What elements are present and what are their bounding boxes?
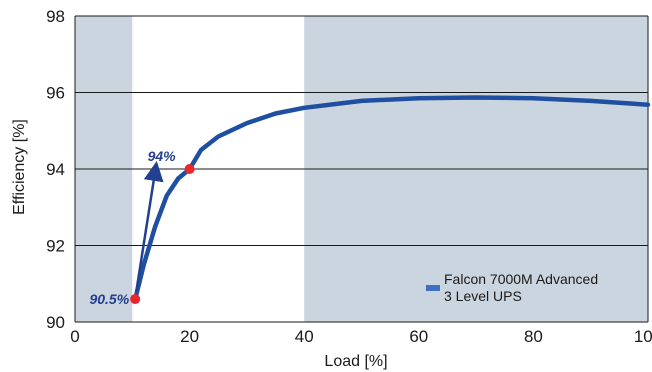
x-axis-title: Load [%] <box>324 353 387 370</box>
y-axis-title: Efficiency [%] <box>11 119 28 215</box>
y-tick-label: 90 <box>46 313 65 332</box>
y-tick-label: 96 <box>46 84 65 103</box>
annotation-arrow <box>135 161 164 292</box>
legend-label: Falcon 7000M Advanced 3 Level UPS <box>444 271 602 304</box>
x-tick-label: 80 <box>524 327 543 346</box>
series-line-0 <box>132 95 651 302</box>
tick-labels: 90 92 94 96 98 0 20 40 60 80 100 <box>46 7 652 346</box>
x-tick-label: 40 <box>295 327 314 346</box>
y-tick-label: 92 <box>46 237 65 256</box>
legend-swatch <box>426 285 440 291</box>
marker-point-0 <box>130 294 141 305</box>
marker-point-1 <box>184 164 195 174</box>
x-tick-label: 100 <box>634 327 652 346</box>
y-tick-label: 98 <box>46 7 65 26</box>
annotations: 90.5% 94% <box>89 148 195 307</box>
x-tick-label: 20 <box>180 327 199 346</box>
gridlines <box>74 15 649 323</box>
annotation-label-high: 94% <box>148 148 177 164</box>
annotation-label-low: 90.5% <box>89 291 129 307</box>
series-layer <box>132 95 651 302</box>
x-tick-label: 0 <box>70 327 79 346</box>
y-tick-label: 94 <box>46 160 65 179</box>
x-tick-label: 60 <box>409 327 428 346</box>
legend: Falcon 7000M Advanced 3 Level UPS <box>426 271 602 304</box>
